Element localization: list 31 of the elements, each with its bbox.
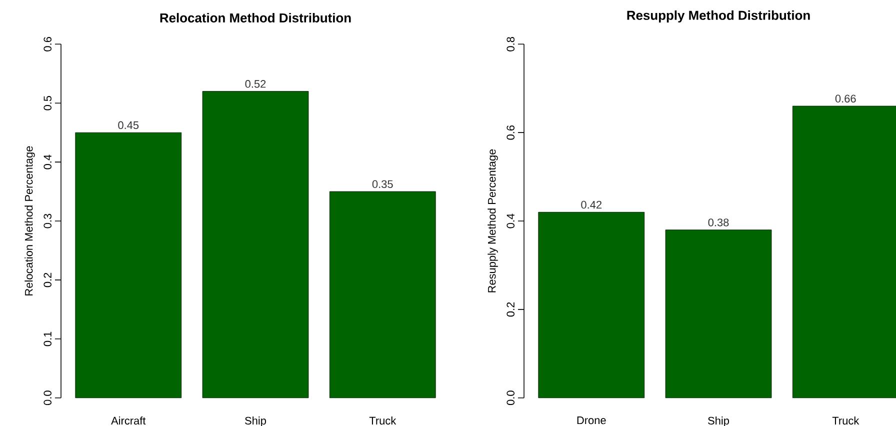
data-label: 0.52: [245, 80, 266, 88]
chart-title: Resupply Method Distribution: [627, 10, 810, 22]
data-label: 0.35: [372, 180, 393, 188]
y-tick-label: 0.5: [44, 96, 52, 110]
bar: [202, 91, 309, 398]
data-label: 0.38: [708, 218, 729, 226]
bar: [538, 212, 645, 398]
chart-title: Relocation Method Distribution: [160, 12, 351, 22]
y-tick-label: 0.1: [44, 332, 52, 346]
bar: [665, 230, 772, 398]
y-tick-label: 0.2: [44, 272, 52, 288]
y-tick-label: 0.3: [44, 214, 52, 228]
y-tick-label: 0.8: [506, 37, 514, 52]
y-tick-label: 0.6: [44, 37, 52, 52]
data-label: 0.45: [118, 121, 139, 130]
data-label: 0.42: [581, 200, 602, 209]
x-tick-label: Aircraft: [111, 416, 146, 425]
x-tick-label: Drone: [577, 416, 606, 424]
x-tick-label: Truck: [832, 416, 860, 425]
y-tick-label: 0.2: [506, 302, 514, 317]
x-tick-label: Truck: [369, 416, 396, 425]
y-axis-title: Relocation Method Percentage: [24, 146, 35, 296]
y-axis-title: Resupply Method Percentage: [488, 149, 498, 292]
y-tick-label: 0.4: [44, 154, 52, 170]
y-tick-label: 0.0: [506, 390, 514, 406]
y-tick-label: 0.6: [506, 125, 514, 140]
bar: [329, 191, 436, 398]
y-tick-label: 0.4: [506, 214, 514, 228]
y-tick-label: 0.0: [44, 390, 52, 406]
bar: [75, 132, 182, 398]
data-label: 0.66: [835, 94, 856, 103]
